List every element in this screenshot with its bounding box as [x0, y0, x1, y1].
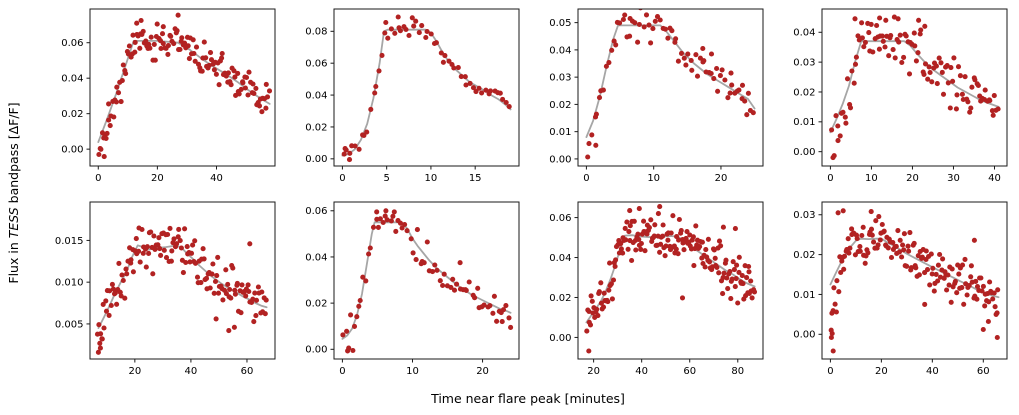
subplot-row1-col2: 0 5 10 15 0.00 0.02 0.04 0.06 0.08	[284, 0, 528, 193]
subplot-row1-col1: 0 20 40 0.00 0.02 0.04 0.06	[40, 0, 284, 193]
svg-text:0.03: 0.03	[793, 58, 815, 69]
flare-scatter-chart-5: 20 40 60 0.005 0.010 0.015	[55, 201, 276, 377]
y-axis-label-prefix: Flux in	[6, 238, 21, 284]
flare-scatter-chart-1: 0 20 40 0.00 0.02 0.04 0.06	[61, 8, 276, 184]
svg-text:0: 0	[827, 173, 833, 184]
svg-text:10: 10	[425, 173, 438, 184]
svg-text:10: 10	[647, 173, 660, 184]
svg-text:0.00: 0.00	[549, 333, 571, 344]
flare-scatter-chart-8: 0 20 40 60 0.00 0.01 0.02 0.03	[793, 201, 1008, 377]
svg-text:40: 40	[210, 173, 223, 184]
x-axis-label: Time near flare peak [minutes]	[431, 391, 625, 406]
svg-text:0.06: 0.06	[61, 38, 83, 49]
svg-text:10: 10	[406, 366, 419, 377]
svg-text:0.00: 0.00	[793, 330, 815, 341]
svg-text:40: 40	[988, 173, 1001, 184]
svg-text:0: 0	[339, 173, 345, 184]
svg-text:0.015: 0.015	[55, 236, 84, 247]
svg-text:0.05: 0.05	[549, 18, 571, 29]
subplot-row2-col1: 20 40 60 0.005 0.010 0.015	[40, 193, 284, 386]
svg-text:40: 40	[185, 366, 198, 377]
flare-scatter-chart-7: 20 40 60 80 0.00 0.02 0.04 0.06	[549, 201, 764, 377]
svg-text:0.02: 0.02	[793, 87, 815, 98]
subplot-row1-col4: 0 10 20 30 40 0.00 0.01 0.02 0.03 0.04	[772, 0, 1016, 193]
svg-text:0.010: 0.010	[55, 278, 84, 289]
svg-text:0.06: 0.06	[305, 206, 327, 217]
svg-text:40: 40	[635, 366, 648, 377]
subplot-row2-col3: 20 40 60 80 0.00 0.02 0.04 0.06	[528, 193, 772, 386]
svg-text:0.02: 0.02	[549, 293, 571, 304]
y-axis-label: Flux in TESS bandpass [ΔF/F]	[6, 13, 22, 373]
svg-text:20: 20	[128, 366, 141, 377]
flare-scatter-chart-6: 0 10 20 0.00 0.02 0.04 0.06	[305, 201, 520, 377]
svg-text:0: 0	[95, 173, 101, 184]
subplot-row1-col3: 0 10 20 0.00 0.01 0.02 0.03 0.04 0.05	[528, 0, 772, 193]
flare-scatter-chart-4: 0 10 20 30 40 0.00 0.01 0.02 0.03 0.04	[793, 8, 1008, 184]
svg-text:0.01: 0.01	[793, 117, 815, 128]
svg-text:0.03: 0.03	[793, 210, 815, 221]
svg-text:0.03: 0.03	[549, 73, 571, 84]
svg-text:0.04: 0.04	[61, 74, 83, 85]
svg-text:0.01: 0.01	[793, 290, 815, 301]
svg-text:30: 30	[947, 173, 960, 184]
flare-scatter-chart-3: 0 10 20 0.00 0.01 0.02 0.03 0.04 0.05	[549, 8, 764, 184]
svg-text:0.00: 0.00	[305, 345, 327, 356]
svg-text:20: 20	[875, 366, 888, 377]
svg-text:0.00: 0.00	[305, 154, 327, 165]
subplot-row2-col4: 0 20 40 60 0.00 0.01 0.02 0.03	[772, 193, 1016, 386]
svg-text:0.08: 0.08	[305, 27, 327, 38]
svg-text:20: 20	[476, 366, 489, 377]
svg-text:0.02: 0.02	[305, 299, 327, 310]
svg-text:60: 60	[683, 366, 696, 377]
svg-text:60: 60	[977, 366, 990, 377]
svg-text:60: 60	[241, 366, 254, 377]
svg-text:0.04: 0.04	[305, 252, 327, 263]
svg-text:20: 20	[151, 173, 164, 184]
svg-text:10: 10	[865, 173, 878, 184]
svg-text:0.00: 0.00	[549, 154, 571, 165]
svg-text:0.01: 0.01	[549, 127, 571, 138]
svg-text:0.04: 0.04	[305, 90, 327, 101]
svg-text:0.06: 0.06	[549, 213, 571, 224]
svg-text:0.00: 0.00	[61, 145, 83, 156]
svg-text:15: 15	[469, 173, 482, 184]
svg-text:80: 80	[731, 366, 744, 377]
svg-text:20: 20	[906, 173, 919, 184]
svg-text:0.00: 0.00	[793, 147, 815, 158]
svg-text:0.02: 0.02	[305, 122, 327, 133]
svg-text:0.04: 0.04	[549, 45, 571, 56]
svg-text:20: 20	[587, 366, 600, 377]
svg-text:0.005: 0.005	[55, 319, 84, 330]
svg-text:0.02: 0.02	[793, 250, 815, 261]
svg-text:0.02: 0.02	[549, 100, 571, 111]
svg-text:0: 0	[583, 173, 589, 184]
svg-text:0.06: 0.06	[305, 59, 327, 70]
svg-text:0.04: 0.04	[793, 28, 815, 39]
y-axis-label-italic: TESS	[6, 207, 21, 239]
svg-text:0.02: 0.02	[61, 109, 83, 120]
subplot-row2-col2: 0 10 20 0.00 0.02 0.04 0.06	[284, 193, 528, 386]
svg-text:20: 20	[715, 173, 728, 184]
y-axis-label-suffix: bandpass [ΔF/F]	[6, 102, 21, 208]
subplot-grid: 0 20 40 0.00 0.02 0.04 0.06 0 5 10 15 0.00 0.02 0.04…	[40, 0, 1016, 386]
svg-text:0.04: 0.04	[549, 253, 571, 264]
svg-text:40: 40	[926, 366, 939, 377]
flare-scatter-chart-2: 0 5 10 15 0.00 0.02 0.04 0.06 0.08	[305, 8, 520, 184]
svg-text:0: 0	[339, 366, 345, 377]
svg-text:5: 5	[383, 173, 389, 184]
svg-text:0: 0	[827, 366, 833, 377]
